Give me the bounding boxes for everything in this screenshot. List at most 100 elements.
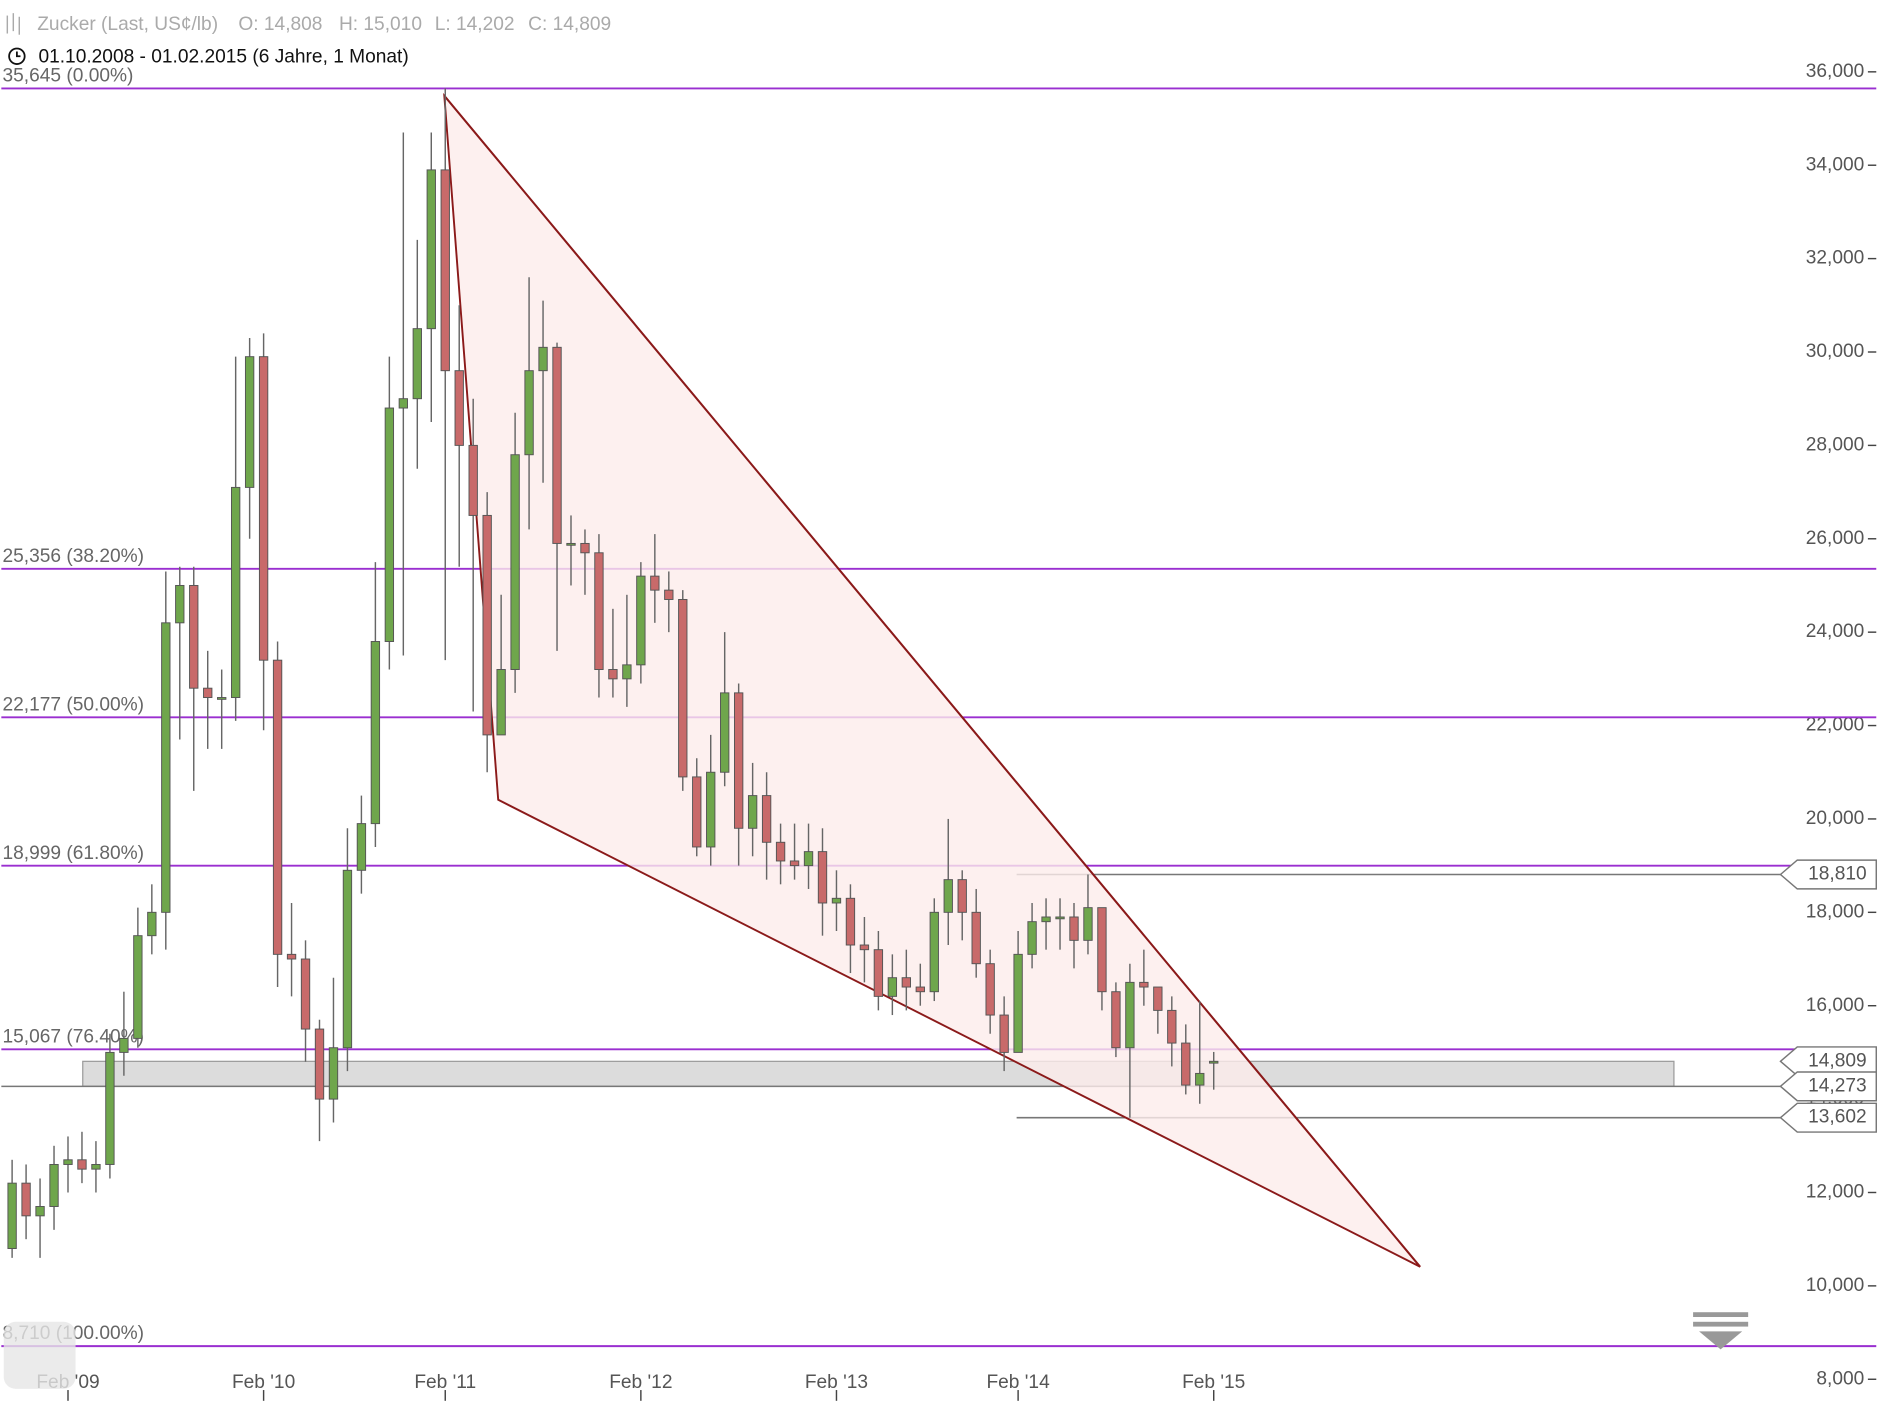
- header: Zucker (Last, US¢/lb) O: 14,808 H: 15,01…: [6, 13, 611, 68]
- y-tick-label: 26,000: [1806, 528, 1865, 549]
- candle-body: [272, 659, 283, 955]
- candle-body: [258, 356, 269, 661]
- candle-body: [817, 851, 828, 904]
- candle-body: [692, 776, 702, 848]
- plot: [7, 88, 1219, 1258]
- candle-body: [552, 346, 562, 544]
- candle-body: [175, 584, 185, 624]
- candle-body: [929, 911, 939, 993]
- candle-body: [510, 454, 520, 670]
- move-button[interactable]: [3, 1321, 76, 1389]
- y-tick-label: 22,000: [1806, 715, 1865, 736]
- candle-body: [678, 598, 688, 778]
- y-tick-label: 12,000: [1806, 1182, 1865, 1203]
- candle-body: [1181, 1042, 1191, 1086]
- candle-body: [1041, 916, 1051, 923]
- fib-label: 15,067 (76.40%): [3, 1026, 145, 1047]
- candle-body: [887, 977, 898, 997]
- price-tag-label: 18,810: [1808, 864, 1867, 885]
- candle-body: [161, 622, 171, 913]
- candle-body: [720, 692, 730, 773]
- y-tick-label: 10,000: [1806, 1275, 1865, 1296]
- candle-body: [342, 869, 353, 1049]
- y-tick-label: 8,000: [1816, 1368, 1864, 1389]
- candle-body: [943, 879, 953, 913]
- symbol: Zucker (Last, US¢/lb): [37, 14, 218, 35]
- candle-body: [189, 584, 199, 689]
- price-tag: [1779, 1071, 1877, 1102]
- candle-body: [566, 542, 576, 546]
- candle-body: [412, 328, 422, 400]
- x-tick-label: Feb '11: [414, 1372, 476, 1393]
- candle-body: [803, 851, 814, 867]
- price-tag-label: 13,602: [1808, 1107, 1867, 1128]
- x-tick-label: Feb '13: [805, 1372, 868, 1393]
- candle-body: [1167, 1009, 1177, 1044]
- y-tick-label: 24,000: [1806, 621, 1865, 642]
- candle-body: [538, 346, 548, 372]
- chart-icon: [6, 13, 21, 35]
- price-tag: [1779, 859, 1877, 890]
- candle-body: [831, 897, 842, 904]
- candle-body: [230, 486, 241, 699]
- candle-body: [1083, 907, 1093, 941]
- candle-body: [203, 687, 213, 699]
- axes: 8,00010,00012,00014,00016,00018,00020,00…: [1, 61, 1877, 1401]
- candle-body: [482, 514, 492, 736]
- candle-body: [985, 963, 995, 1016]
- candle-body: [314, 1028, 325, 1100]
- price-tag-label: 14,273: [1808, 1075, 1867, 1096]
- candle-body: [901, 977, 912, 988]
- candle-body: [454, 370, 464, 446]
- candle-body: [356, 823, 367, 871]
- candle-body: [105, 1051, 115, 1165]
- candle-body: [761, 795, 772, 843]
- candle-body: [1097, 907, 1107, 993]
- candle-body: [63, 1159, 73, 1165]
- open-value: O: 14,808: [238, 14, 322, 35]
- candle-body: [91, 1163, 101, 1170]
- fib-label: 25,356 (38.20%): [3, 546, 145, 567]
- x-tick-label: Feb '10: [232, 1372, 295, 1393]
- candle-body: [873, 949, 884, 997]
- candle-body: [440, 169, 450, 372]
- date-range: 01.10.2008 - 01.02.2015 (6 Jahre, 1 Mona…: [38, 47, 408, 68]
- y-tick-label: 32,000: [1806, 248, 1865, 269]
- candle-body: [286, 953, 297, 960]
- candle-body: [971, 911, 981, 965]
- candle-body: [1111, 991, 1121, 1049]
- candle-body: [664, 589, 674, 600]
- candle-body: [594, 552, 604, 670]
- scroll-marker: [1693, 1312, 1749, 1350]
- candle-body: [496, 669, 506, 736]
- candle-body: [789, 860, 800, 867]
- candle-body: [384, 407, 395, 642]
- x-tick-label: Feb '15: [1182, 1372, 1245, 1393]
- fib-label: 18,999 (61.80%): [3, 843, 145, 864]
- candle-body: [147, 911, 157, 937]
- close-value: C: 14,809: [528, 14, 611, 35]
- candle-body: [999, 1014, 1009, 1053]
- high-value: H: 15,010: [339, 14, 422, 35]
- candle-body: [915, 986, 925, 993]
- candle-body: [608, 669, 618, 680]
- candle-body: [49, 1163, 59, 1207]
- price-tag-label: 14,809: [1808, 1050, 1867, 1071]
- candle-body: [21, 1182, 31, 1217]
- candle-body: [1209, 1060, 1219, 1064]
- candle-body: [133, 935, 143, 1039]
- candle-body: [622, 664, 632, 680]
- candle-body: [845, 897, 856, 946]
- candle-body: [706, 771, 716, 848]
- candle-body: [636, 575, 646, 666]
- candle-body: [119, 1037, 129, 1053]
- candle-body: [775, 841, 786, 862]
- candle-body: [398, 398, 409, 409]
- y-tick-label: 20,000: [1806, 808, 1865, 829]
- candle-body: [1139, 981, 1149, 988]
- candle-body: [1069, 916, 1079, 941]
- y-tick-label: 34,000: [1806, 154, 1865, 175]
- candle-body: [468, 444, 478, 516]
- y-tick-label: 30,000: [1806, 341, 1865, 362]
